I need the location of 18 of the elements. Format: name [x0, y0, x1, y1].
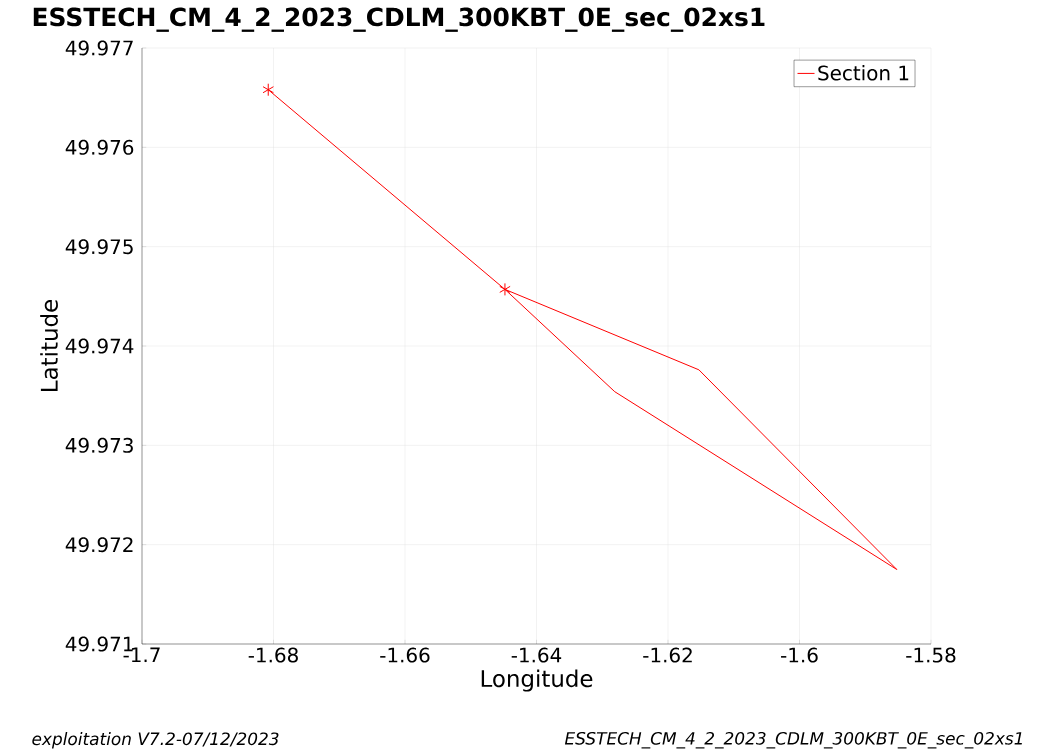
x-tick-label: -1.66	[380, 647, 430, 663]
text: exploitation V7.2-07/12/2023	[32, 732, 279, 749]
x-axis-title: Longitude	[481, 669, 593, 692]
y-tick-label: 49.975	[65, 239, 133, 255]
x-tick-label: -1.64	[511, 647, 562, 663]
text: ESSTECH_CM_4_2_2023_CDLM_300KBT_0E_sec_02xs1	[564, 731, 1022, 749]
x-tick-label: -1.68	[248, 647, 298, 663]
y-tick-label: 49.977	[65, 40, 133, 56]
y-tick-label: 49.976	[65, 139, 134, 155]
y-tick-label: 49.973	[65, 437, 133, 453]
x-tick-label: -1.62	[643, 647, 692, 663]
y-tick-label: 49.972	[65, 537, 133, 553]
y-axis-title: Latitude	[40, 300, 58, 391]
x-tick-label: -1.58	[906, 647, 956, 663]
y-tick-label: 49.974	[65, 338, 134, 354]
chart-title: ESSTECH_CM_4_2_2023_CDLM_300KBT_0E_sec_02xs1	[33, 7, 765, 32]
x-tick-label: -1.6	[781, 647, 818, 663]
legend-label: Section 1	[818, 65, 909, 81]
